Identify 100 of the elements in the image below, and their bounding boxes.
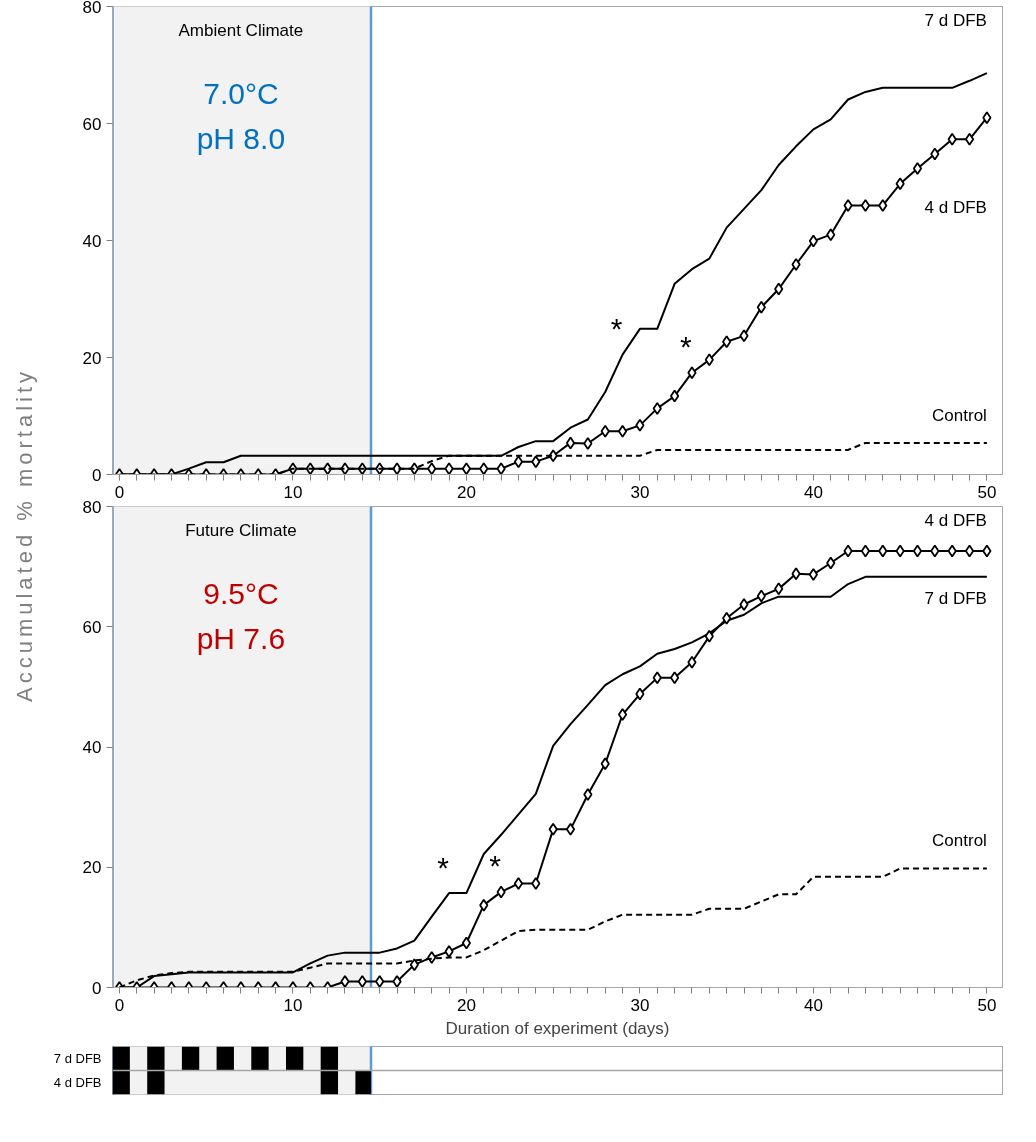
point <box>583 437 593 450</box>
point <box>912 544 923 558</box>
y-axis-title: Accumulated % mortality <box>11 367 39 703</box>
point <box>670 389 680 403</box>
annotation: 9.5°C <box>203 576 279 610</box>
point <box>930 544 940 558</box>
series-label: 4 d DFB <box>924 510 987 530</box>
point <box>409 958 419 972</box>
point <box>444 945 454 958</box>
x-tick-label: 30 <box>630 995 650 1015</box>
point <box>826 556 836 570</box>
y-tick-label: 0 <box>92 465 102 485</box>
point <box>722 335 732 349</box>
point <box>617 708 628 721</box>
annotation: 7.0°C <box>203 76 279 110</box>
point <box>739 329 749 343</box>
point <box>461 936 471 950</box>
point <box>652 671 662 685</box>
point <box>461 462 471 475</box>
x-axis-title: Duration of experiment (days) <box>445 1018 670 1038</box>
bar <box>285 1046 304 1071</box>
point <box>583 788 593 801</box>
point <box>600 424 610 438</box>
point <box>531 455 541 469</box>
bar <box>216 1046 234 1071</box>
point <box>600 757 610 771</box>
x-tick-label: 20 <box>456 482 476 502</box>
point <box>704 629 714 643</box>
point <box>912 162 923 175</box>
point <box>791 567 801 581</box>
x-tick-label: 50 <box>977 482 997 502</box>
point <box>357 975 367 988</box>
x-tick-label: 20 <box>456 995 476 1015</box>
x-tick-label: 0 <box>114 482 125 502</box>
point <box>722 611 732 625</box>
x-tick-label: 40 <box>803 995 823 1015</box>
point <box>635 687 645 701</box>
point <box>964 544 975 558</box>
x-tick-label: 10 <box>283 995 303 1015</box>
point <box>982 544 992 558</box>
point <box>756 300 766 314</box>
y-tick-label: 80 <box>82 0 102 17</box>
point <box>756 589 766 603</box>
series-label: Control <box>932 405 987 425</box>
point <box>843 544 853 558</box>
annotation: * <box>437 850 450 884</box>
series-label: Control <box>932 831 987 851</box>
point <box>496 462 506 475</box>
point <box>687 655 697 669</box>
point <box>531 877 541 890</box>
annotation: * <box>680 330 693 364</box>
annotation: pH 8.0 <box>196 121 286 155</box>
point <box>340 975 350 988</box>
point <box>548 822 558 836</box>
y-tick-label: 4 d DFB <box>53 1075 102 1090</box>
point <box>704 353 714 367</box>
x-tick-label: 50 <box>977 995 997 1015</box>
point <box>826 228 836 242</box>
point <box>791 258 801 271</box>
point <box>947 544 957 558</box>
x-tick-label: 0 <box>114 995 125 1015</box>
y-tick-label: 20 <box>82 858 102 878</box>
point <box>635 418 645 432</box>
point <box>739 598 749 611</box>
point <box>392 975 402 988</box>
point <box>947 132 957 146</box>
point <box>479 462 489 475</box>
x-tick-label: 40 <box>803 482 823 502</box>
point <box>895 177 905 191</box>
point <box>878 544 888 558</box>
point <box>444 462 454 475</box>
point <box>479 898 489 912</box>
point <box>964 132 975 146</box>
point <box>843 199 853 212</box>
point <box>565 822 576 836</box>
y-tick-label: 0 <box>92 978 102 998</box>
bar <box>355 1070 371 1095</box>
point <box>513 877 524 890</box>
y-tick-label: 60 <box>82 617 102 637</box>
point <box>496 885 506 899</box>
point <box>617 424 628 438</box>
point <box>687 366 697 380</box>
series-label: 4 d DFB <box>924 197 987 217</box>
point <box>375 975 385 988</box>
y-tick-label: 60 <box>82 114 102 134</box>
point <box>808 234 818 248</box>
point <box>808 568 818 581</box>
point <box>427 462 437 475</box>
point <box>670 671 680 685</box>
annotation: Future Climate <box>185 520 297 540</box>
point <box>652 401 662 415</box>
annotation: Ambient Climate <box>178 20 304 40</box>
annotation: pH 7.6 <box>196 621 286 655</box>
x-tick-label: 30 <box>630 482 650 502</box>
y-tick-label: 7 d DFB <box>53 1051 102 1066</box>
y-tick-label: 80 <box>82 497 102 517</box>
point <box>982 111 992 125</box>
point <box>565 436 576 450</box>
y-tick-label: 40 <box>82 738 102 757</box>
point <box>513 455 524 469</box>
